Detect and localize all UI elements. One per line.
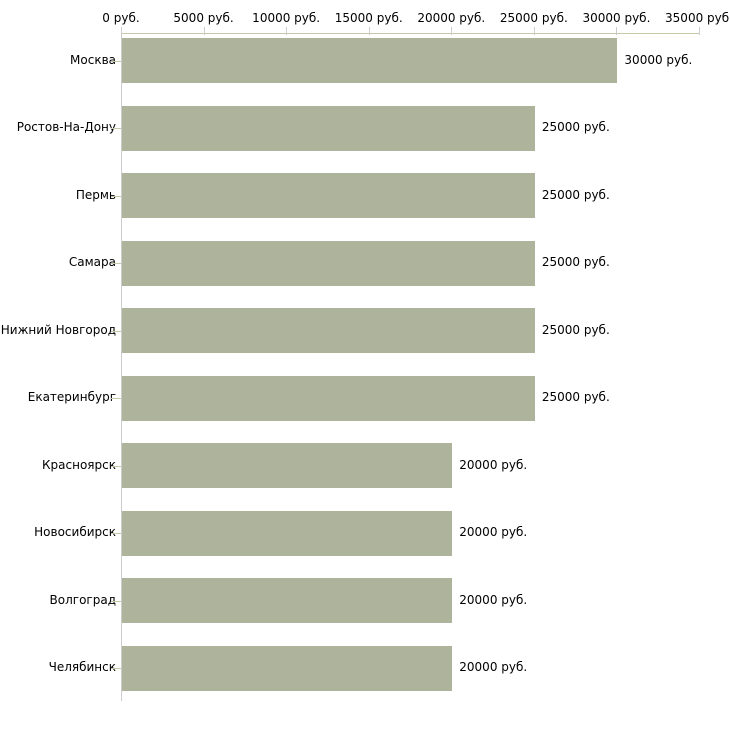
bar xyxy=(122,443,453,488)
value-label: 30000 руб. xyxy=(624,52,693,67)
category-label: Челябинск xyxy=(48,660,116,674)
category-label: Москва xyxy=(70,52,116,67)
bar xyxy=(122,38,618,83)
category-tick xyxy=(111,398,121,399)
category-tick xyxy=(111,668,121,669)
bar xyxy=(122,240,535,286)
x-axis-tick xyxy=(616,27,618,35)
x-axis-line xyxy=(121,33,699,34)
bar xyxy=(122,173,535,218)
x-tick-label: 5000 руб. xyxy=(173,11,234,25)
value-label: 25000 руб. xyxy=(541,120,610,134)
category-label: Новосибирск xyxy=(34,525,116,539)
x-tick-label: 20000 руб. xyxy=(417,11,486,25)
value-label: 20000 руб. xyxy=(459,660,528,674)
category-label: Ростов-На-Дону xyxy=(16,120,116,134)
bar xyxy=(122,105,535,151)
x-tick-label: 10000 руб. xyxy=(252,11,321,25)
value-label: 25000 руб. xyxy=(541,322,610,337)
bar xyxy=(122,375,535,421)
value-label: 25000 руб. xyxy=(541,255,610,269)
category-tick xyxy=(111,60,121,62)
value-label: 20000 руб. xyxy=(459,592,528,607)
x-axis-tick xyxy=(451,27,453,35)
x-tick-label: 30000 руб. xyxy=(582,11,651,25)
category-label: Волгоград xyxy=(49,592,116,607)
category-tick xyxy=(111,195,121,197)
value-label: 20000 руб. xyxy=(459,457,528,472)
x-tick-label: 0 руб. xyxy=(102,11,140,25)
category-tick xyxy=(111,128,121,129)
category-tick xyxy=(111,263,121,264)
x-axis-tick xyxy=(203,27,205,35)
bar xyxy=(122,645,453,691)
value-label: 25000 руб. xyxy=(541,187,610,202)
category-tick xyxy=(111,330,121,332)
x-axis-tick xyxy=(368,27,370,35)
category-label: Самара xyxy=(68,255,116,269)
x-tick-label: 15000 руб. xyxy=(334,11,403,25)
bar xyxy=(122,510,453,556)
category-label: Нижний Новгород xyxy=(0,322,116,337)
category-tick xyxy=(111,465,121,467)
category-tick xyxy=(111,600,121,602)
x-axis-tick xyxy=(533,27,535,35)
value-label: 25000 руб. xyxy=(541,390,610,404)
value-label: 20000 руб. xyxy=(459,525,528,539)
category-label: Пермь xyxy=(75,187,116,202)
y-axis-line xyxy=(121,33,122,701)
bar xyxy=(122,578,453,623)
category-label: Красноярск xyxy=(42,457,116,472)
category-tick xyxy=(111,533,121,534)
x-tick-label: 35000 руб. xyxy=(665,11,730,25)
x-tick-label: 25000 руб. xyxy=(499,11,568,25)
x-axis-tick xyxy=(286,27,288,35)
category-label: Екатеринбург xyxy=(27,390,116,404)
x-axis-tick xyxy=(121,27,122,35)
x-axis-tick xyxy=(699,27,700,35)
bar xyxy=(122,308,535,353)
